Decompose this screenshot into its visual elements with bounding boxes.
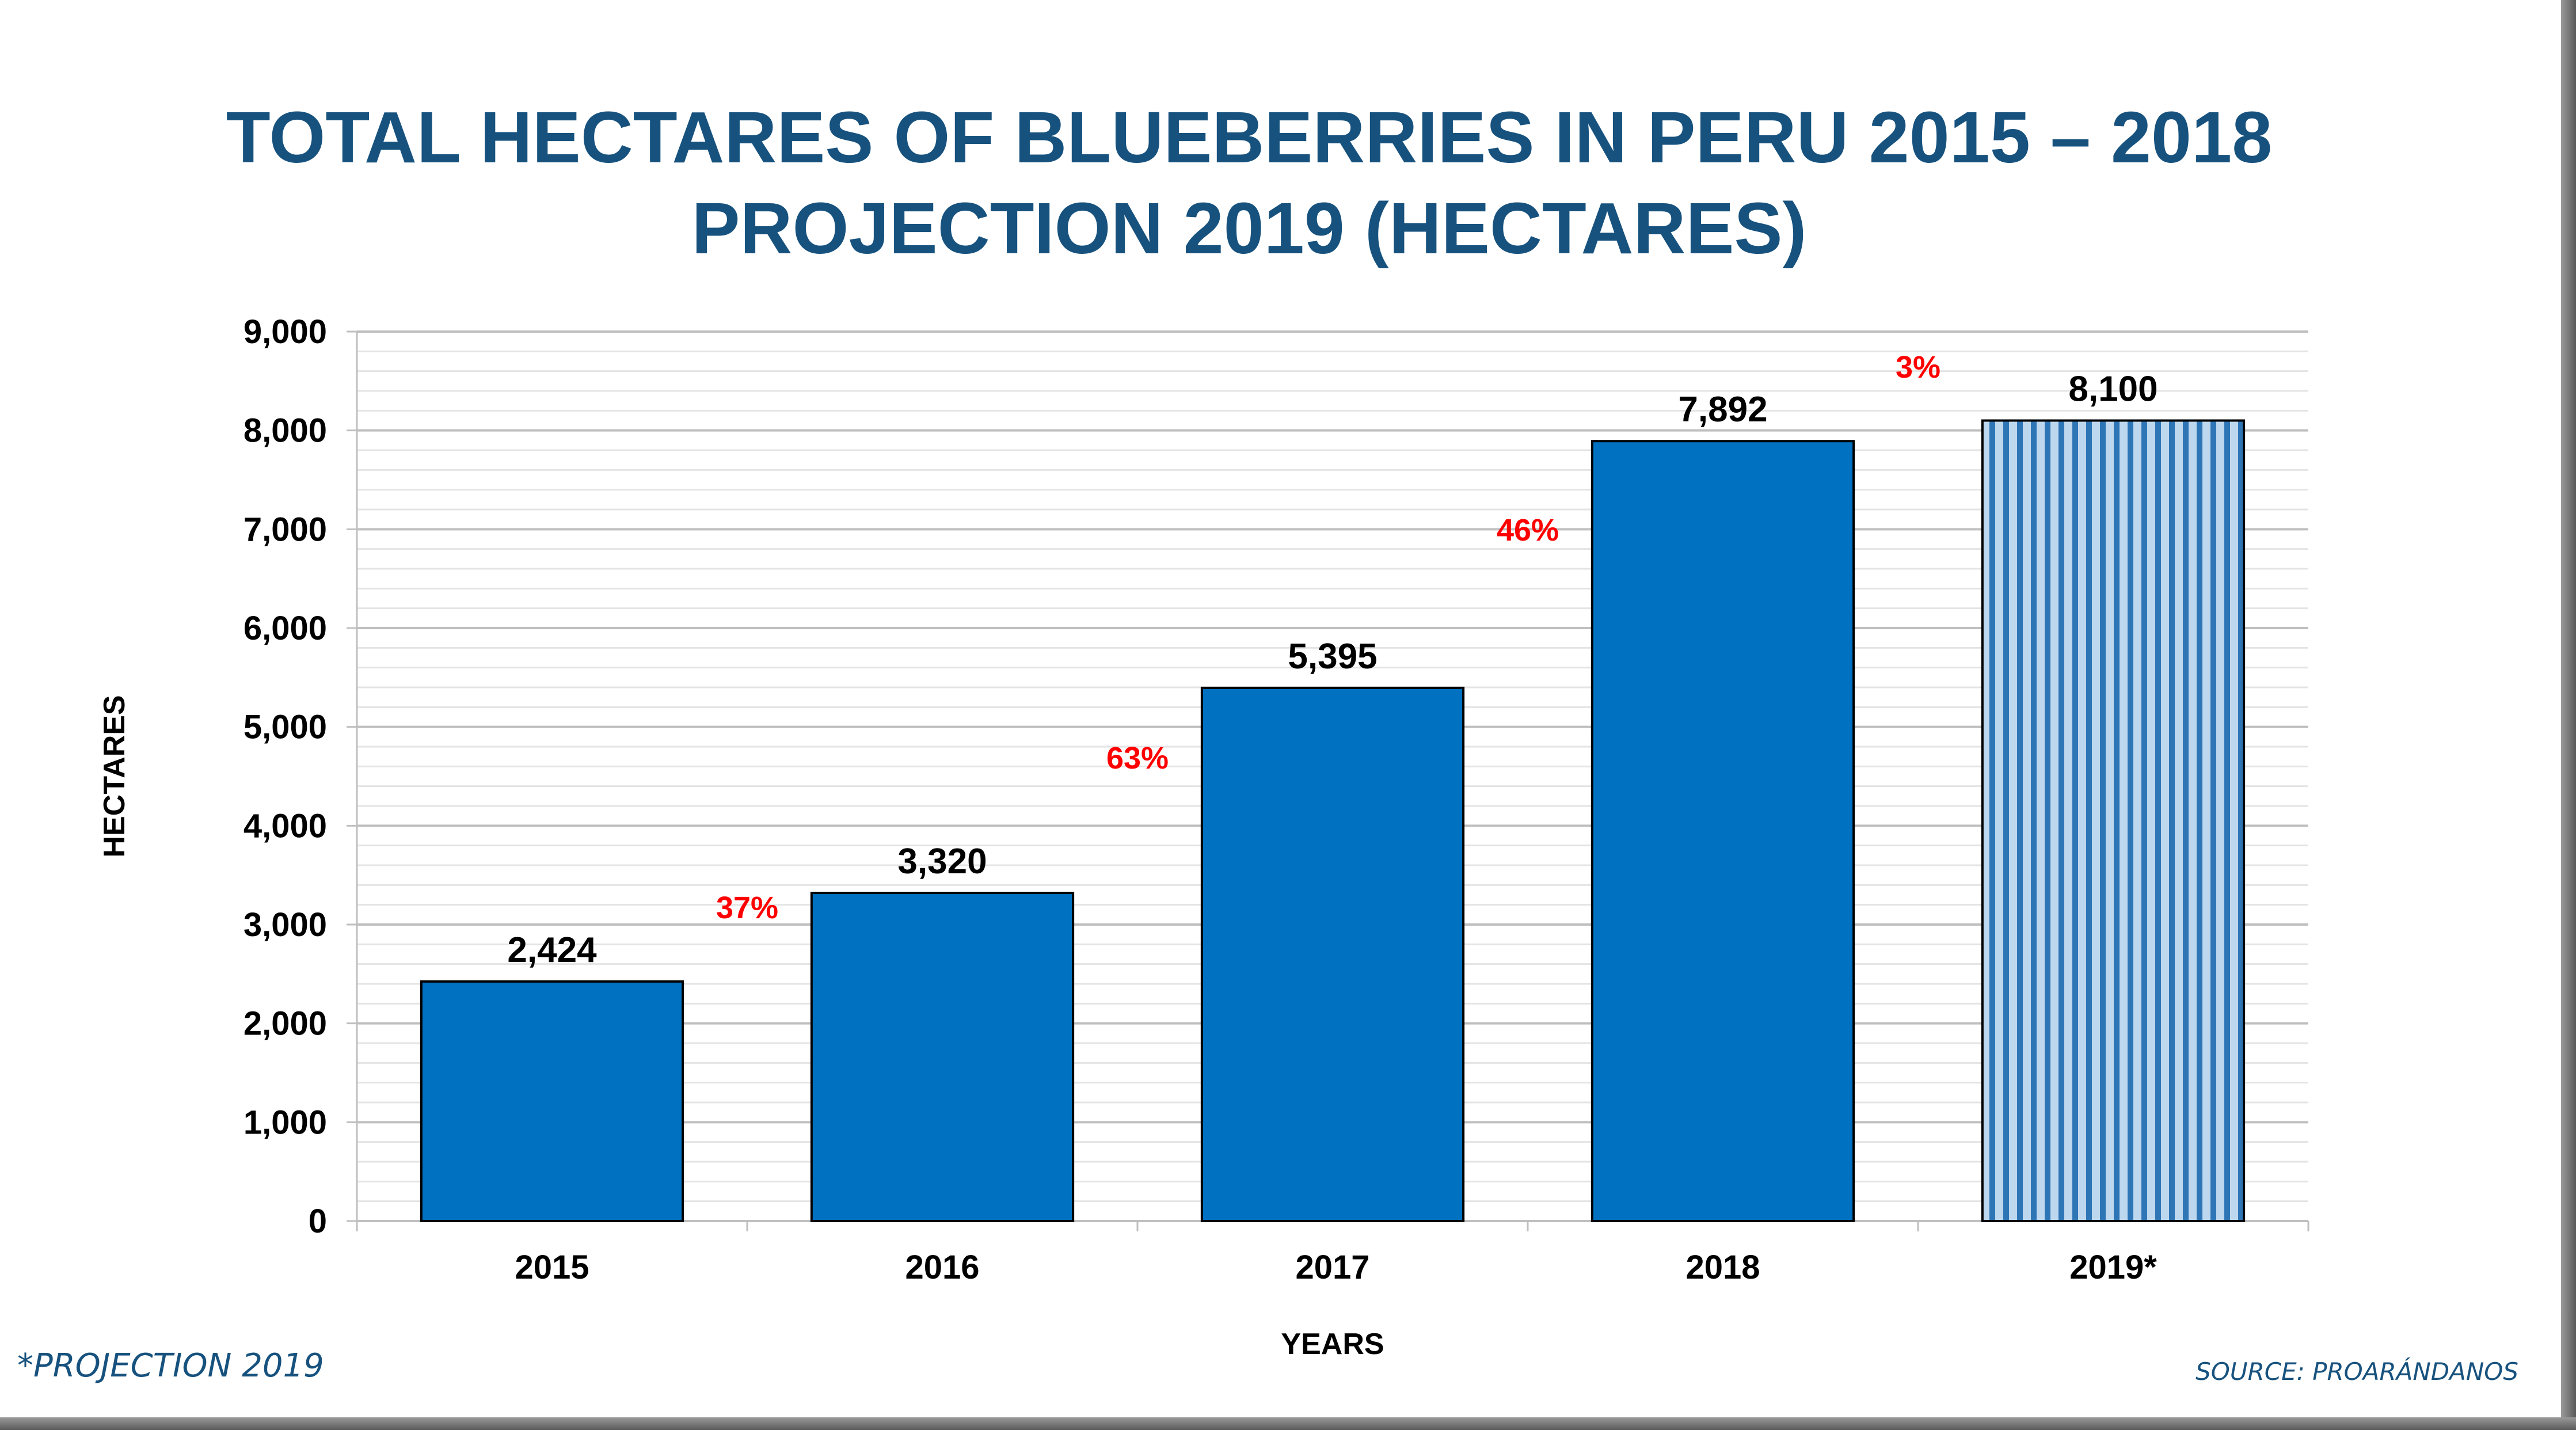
y-tick-label: 8,000 [243, 412, 327, 450]
bar-2017 [1200, 686, 1465, 1222]
y-tick-label: 7,000 [243, 511, 327, 548]
y-tick-label: 6,000 [243, 610, 327, 647]
bar-value-label: 7,892 [1678, 390, 1767, 429]
y-tick-label: 2,000 [243, 1005, 327, 1043]
y-tick-label: 1,000 [243, 1104, 327, 1141]
bar-2016 [810, 892, 1075, 1222]
labels: 2,424 2015 3,320 2016 5,395 2017 7,892 2018 8,10… [98, 350, 2158, 1361]
slide-shadow-right [2561, 0, 2576, 1430]
bars [420, 419, 2246, 1222]
x-tick-label: 2019* [2069, 1249, 2157, 1286]
bar-value-label: 5,395 [1288, 637, 1377, 676]
chart-title: TOTAL HECTARES OF BLUEBERRIES IN PERU 20… [0, 92, 2498, 274]
x-axis-title: YEARS [1281, 1328, 1384, 1361]
bar-value-label: 3,320 [897, 842, 987, 881]
x-tick-label: 2016 [905, 1249, 979, 1286]
growth-percent-label: 3% [1896, 350, 1940, 385]
source-note: SOURCE: PROARÁNDANOS [2196, 1357, 2518, 1386]
growth-percent-label: 37% [716, 891, 778, 925]
y-tick-label: 0 [309, 1203, 327, 1240]
chart-title-line-1: TOTAL HECTARES OF BLUEBERRIES IN PERU 20… [226, 97, 2273, 178]
x-tick-label: 2015 [515, 1249, 589, 1286]
growth-percent-label: 63% [1106, 741, 1169, 775]
growth-percent-label: 46% [1497, 513, 1559, 547]
slide-shadow-bottom [0, 1417, 2576, 1430]
bar-value-label: 8,100 [2068, 370, 2158, 409]
bar-2015 [420, 980, 684, 1222]
y-tick-label: 4,000 [243, 807, 327, 845]
bar-value-label: 2,424 [507, 930, 597, 970]
bar-projected-2019 [1981, 419, 2246, 1222]
bar-2018 [1591, 440, 1855, 1222]
y-tick-label: 5,000 [243, 709, 327, 746]
x-tick-label: 2018 [1685, 1249, 1760, 1286]
x-tick-label: 2017 [1295, 1249, 1369, 1286]
y-tick-label: 3,000 [243, 906, 327, 944]
chart-title-line-2: PROJECTION 2019 (HECTARES) [691, 188, 1807, 269]
projection-footnote: *PROJECTION 2019 [17, 1347, 324, 1385]
y-axis-title: HECTARES [98, 695, 131, 857]
y-tick-label: 9,000 [243, 313, 327, 351]
